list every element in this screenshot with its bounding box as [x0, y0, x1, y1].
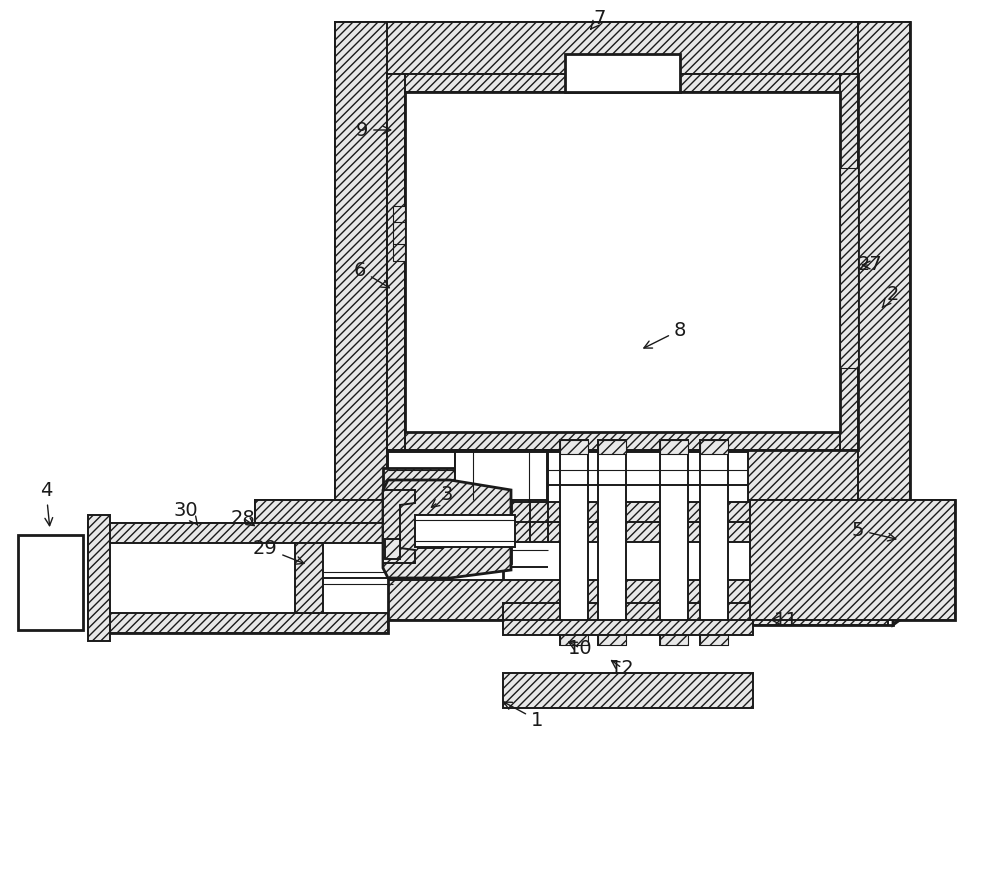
Bar [88, 523, 388, 633]
Text: 28: 28 [231, 509, 255, 527]
Bar [750, 500, 955, 620]
Bar [88, 523, 388, 543]
Bar [503, 673, 753, 708]
Bar [840, 168, 858, 368]
Text: 7: 7 [591, 9, 606, 30]
Bar [455, 452, 547, 500]
Bar [255, 500, 955, 620]
Bar [88, 515, 110, 641]
Bar [387, 432, 858, 450]
Bar [383, 468, 511, 563]
Bar [387, 74, 858, 450]
Bar [598, 631, 626, 645]
Bar [565, 54, 680, 92]
Bar [387, 74, 858, 92]
Bar [858, 22, 910, 502]
Bar [335, 450, 910, 502]
Text: 29: 29 [253, 538, 304, 564]
Bar [88, 613, 388, 633]
Bar [418, 523, 443, 548]
Bar [387, 74, 405, 450]
Bar [700, 440, 728, 645]
Bar [503, 603, 888, 625]
Bar [255, 580, 955, 620]
Bar [660, 631, 688, 645]
Polygon shape [893, 500, 923, 625]
Bar [560, 631, 588, 645]
Bar [560, 440, 588, 645]
Bar [255, 500, 955, 542]
Bar [415, 515, 515, 547]
Text: 11: 11 [771, 611, 798, 629]
Polygon shape [383, 480, 511, 578]
Text: 12: 12 [610, 659, 634, 678]
Bar [598, 440, 626, 454]
Bar [840, 74, 858, 450]
Bar [385, 539, 400, 559]
Polygon shape [923, 522, 945, 603]
Bar [405, 92, 840, 432]
Text: 8: 8 [644, 321, 686, 348]
Bar [660, 440, 688, 454]
Bar [393, 206, 405, 260]
Bar [598, 440, 626, 645]
Bar [503, 500, 893, 625]
Text: 2: 2 [882, 285, 899, 308]
Bar [388, 452, 748, 502]
Text: 4: 4 [40, 480, 53, 526]
Bar [560, 440, 588, 454]
Text: 3: 3 [431, 485, 453, 507]
Bar [700, 440, 728, 454]
Text: 6: 6 [354, 260, 389, 288]
Polygon shape [383, 490, 415, 563]
Bar [335, 22, 910, 74]
Bar [335, 22, 387, 502]
Bar [503, 620, 753, 635]
Text: 27: 27 [858, 256, 882, 274]
Text: 10: 10 [568, 638, 592, 657]
Bar [18, 535, 83, 630]
Text: 5: 5 [852, 520, 896, 541]
Bar [660, 440, 688, 645]
Text: 9: 9 [356, 121, 391, 139]
Bar [700, 631, 728, 645]
Bar [503, 500, 888, 522]
Text: 30: 30 [174, 501, 198, 525]
Bar [295, 543, 323, 613]
Bar [335, 22, 910, 502]
Text: 1: 1 [504, 702, 543, 730]
